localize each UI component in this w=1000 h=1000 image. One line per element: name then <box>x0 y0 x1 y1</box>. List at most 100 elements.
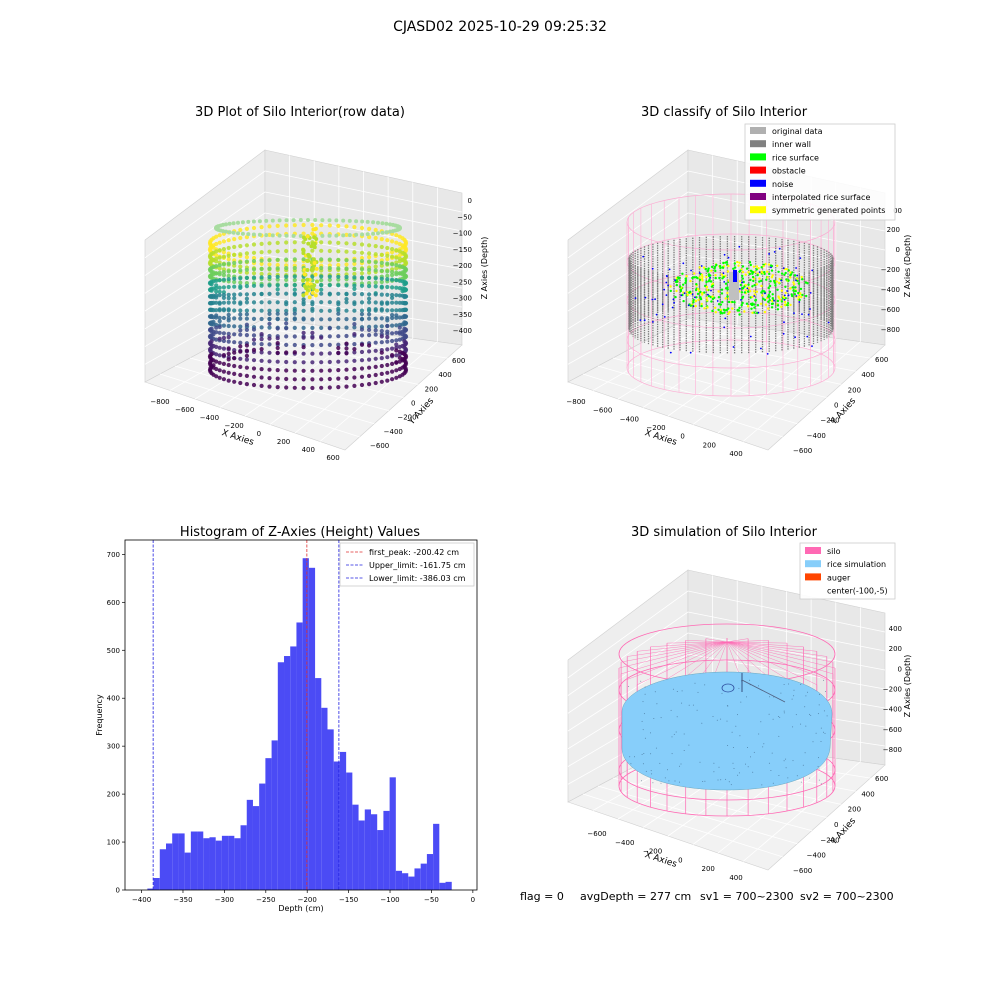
rice-surface-point <box>748 272 751 276</box>
raw-point <box>267 342 272 347</box>
raw-point <box>352 301 357 307</box>
legend-swatch <box>750 193 766 200</box>
histogram-bar <box>252 806 260 890</box>
surface-mesh-dot <box>644 737 646 739</box>
tick-label: −150 <box>453 246 472 254</box>
noise-point <box>782 267 785 270</box>
surface-mesh-dot <box>688 744 690 746</box>
symmetric-point <box>775 280 778 283</box>
symmetric-point <box>736 260 739 264</box>
raw-point <box>352 266 357 271</box>
raw-point <box>209 288 214 293</box>
surface-mesh-dot <box>704 780 706 782</box>
symmetric-point <box>741 270 745 274</box>
raw-point <box>327 240 332 245</box>
raw-point <box>336 291 341 296</box>
raw-point <box>367 327 372 332</box>
grid-line <box>264 275 463 308</box>
symmetric-point <box>767 307 770 310</box>
rice-surface-point <box>695 283 698 286</box>
raw-point <box>390 239 395 244</box>
raw-point <box>352 275 357 280</box>
raw-point <box>226 339 231 344</box>
raw-point <box>221 338 226 344</box>
raw-point <box>259 250 264 255</box>
noise-point <box>651 267 654 270</box>
symmetric-point <box>766 276 769 279</box>
rice-surface-point <box>704 267 707 271</box>
noise-point <box>727 256 730 259</box>
raw-point <box>306 258 311 263</box>
histogram-bar <box>178 833 185 890</box>
silo-roof-strut <box>726 641 827 657</box>
noise-point <box>738 245 741 248</box>
surface-mesh-dot <box>760 721 762 723</box>
surface-mesh-dot <box>643 713 645 715</box>
surface-mesh-dot <box>762 746 764 748</box>
raw-point <box>244 275 249 280</box>
raw-point <box>373 332 378 337</box>
raw-point <box>344 359 349 364</box>
symmetric-point <box>693 272 696 275</box>
raw-point <box>379 307 384 312</box>
raw-point <box>367 243 372 248</box>
grid-line <box>742 341 861 442</box>
raw-point <box>403 327 408 332</box>
raw-point <box>352 271 357 276</box>
raw-point <box>365 219 370 224</box>
noise-point <box>773 251 776 253</box>
noise-point <box>692 305 695 308</box>
tick-label: −600 <box>370 442 389 450</box>
panel4-legend: silo rice simulation auger center(-100,-5) <box>799 542 896 600</box>
tick-label: 200 <box>425 385 438 393</box>
rice-simulation-surface <box>621 671 833 791</box>
x-tick-label: −250 <box>256 896 275 904</box>
histogram-axes-frame <box>124 539 478 891</box>
tick-label: 400 <box>302 446 315 454</box>
raw-point <box>403 320 408 325</box>
grid-line <box>144 170 266 259</box>
raw-point <box>221 277 226 282</box>
raw-point <box>238 308 243 313</box>
raw-point <box>267 367 272 372</box>
rice-surface-point <box>709 280 713 283</box>
symmetric-point <box>751 311 754 314</box>
surface-mesh-dot <box>739 735 741 737</box>
raw-point <box>267 308 272 313</box>
raw-point <box>310 290 315 295</box>
tick-label: 200 <box>889 645 902 653</box>
raw-point <box>359 342 365 347</box>
symmetric-point <box>726 291 729 295</box>
rice-surface-point <box>760 266 763 269</box>
raw-point <box>397 366 402 372</box>
rice-surface-point <box>761 289 764 292</box>
raw-point <box>305 281 310 286</box>
raw-point <box>244 243 249 248</box>
rice-surface-point <box>678 285 682 288</box>
raw-point <box>319 223 324 228</box>
surface-mesh-dot <box>780 692 782 694</box>
raw-point <box>385 238 390 243</box>
symmetric-point <box>694 299 698 303</box>
raw-point <box>385 339 390 344</box>
raw-point <box>394 308 399 313</box>
surface-mesh-dot <box>810 714 812 716</box>
raw-point <box>224 229 228 234</box>
raw-point <box>310 222 315 228</box>
symmetric-point <box>703 307 706 310</box>
rice-surface-point <box>718 276 721 280</box>
raw-point <box>379 371 384 376</box>
raw-point <box>238 316 243 321</box>
raw-point <box>284 266 289 271</box>
silo-roof-strut <box>627 641 728 657</box>
symmetric-point <box>783 300 787 304</box>
rice-surface-point <box>777 270 780 273</box>
raw-point <box>221 331 226 336</box>
raw-point <box>284 311 289 316</box>
surface-mesh-dot <box>769 696 771 698</box>
raw-point <box>390 323 395 328</box>
noise-point <box>723 281 726 283</box>
surface-mesh-dot <box>628 686 630 687</box>
raw-point <box>211 319 216 325</box>
raw-point <box>367 349 372 354</box>
